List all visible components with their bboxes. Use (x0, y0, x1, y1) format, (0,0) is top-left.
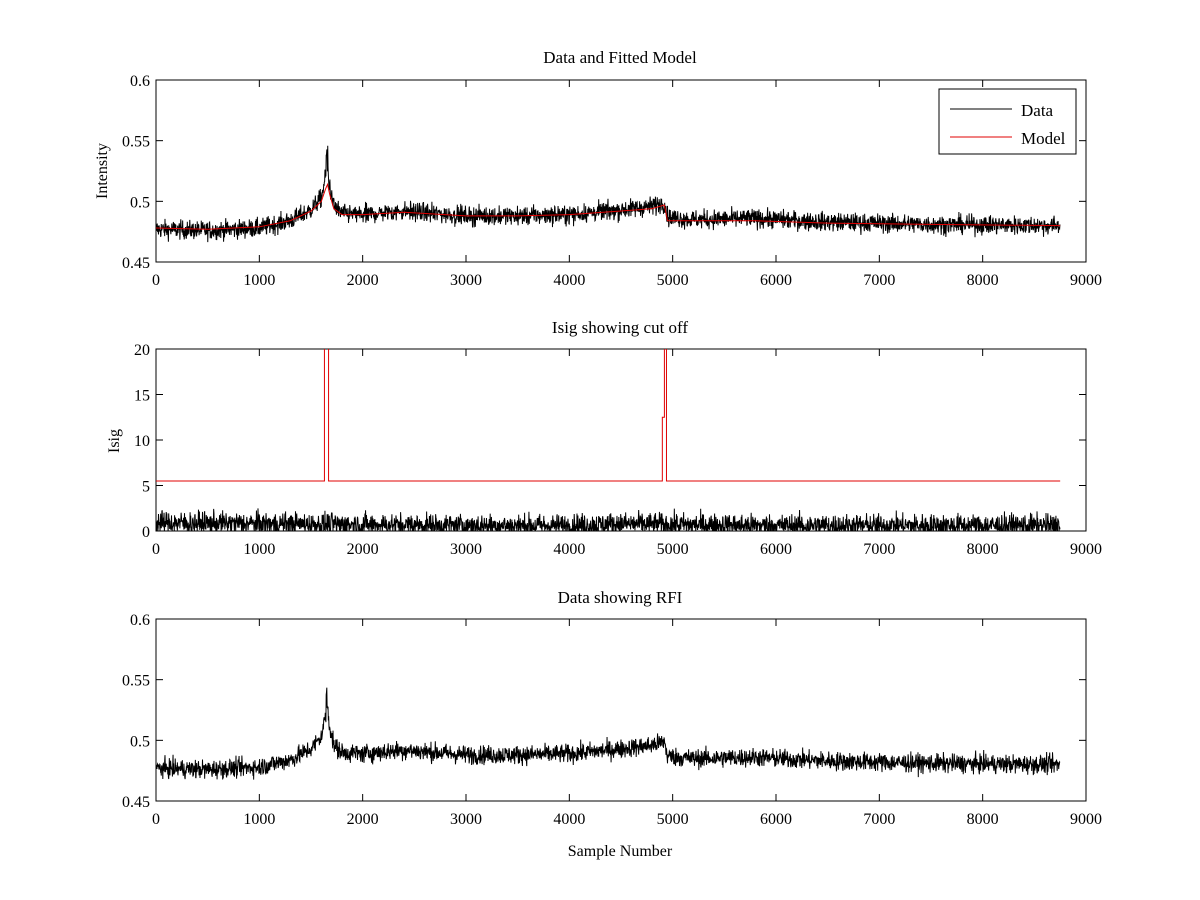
plot-area: 0 1000 2000 3000 4000 5000 6000 7000 8000 9000 0 5 1… (134, 342, 1102, 558)
series-line-series-0 (156, 687, 1061, 780)
series-line-series-1 (156, 349, 1061, 482)
x-tick-label: 4000 (553, 811, 585, 828)
x-tick-label: 8000 (967, 541, 999, 558)
x-tick-label: 3000 (450, 272, 482, 289)
y-tick-label: 20 (134, 342, 150, 359)
x-tick-label: 3000 (450, 811, 482, 828)
plot-area: 0 1000 2000 3000 4000 5000 6000 7000 8000 9000 0.4… (122, 73, 1102, 289)
legend-entry-data: Data (1021, 101, 1054, 120)
x-tick-label: 3000 (450, 541, 482, 558)
y-tick-label: 0.6 (130, 73, 150, 90)
panel-isig-showing-cut-off: Isig showing cut off Isig 0 1000 2000 3000 4… (106, 318, 1102, 558)
x-tick-label: 6000 (760, 272, 792, 289)
x-tick-label: 5000 (657, 811, 689, 828)
axes-box (155, 79, 1087, 263)
panel-title: Data showing RFI (558, 588, 683, 607)
x-tick-label: 5000 (657, 272, 689, 289)
x-tick-label: 0 (152, 541, 160, 558)
axes-box (155, 618, 1087, 802)
legend-box (938, 88, 1077, 155)
x-tick-label: 0 (152, 272, 160, 289)
x-tick-label: 9000 (1070, 272, 1102, 289)
panel-title: Isig showing cut off (552, 318, 688, 337)
x-tick-label: 4000 (553, 272, 585, 289)
y-tick-label: 0.45 (122, 255, 150, 272)
series-line-series-0 (156, 508, 1061, 531)
x-tick-label: 2000 (347, 272, 379, 289)
x-tick-label: 1000 (243, 541, 275, 558)
x-tick-label: 9000 (1070, 811, 1102, 828)
series-line-data (156, 145, 1061, 243)
y-tick-label: 0.45 (122, 794, 150, 811)
y-tick-label: 0.6 (130, 612, 150, 629)
y-tick-label: 10 (134, 433, 150, 450)
y-tick-label: 0 (142, 524, 150, 541)
panel-title: Data and Fitted Model (543, 48, 697, 67)
x-tick-label: 9000 (1070, 541, 1102, 558)
x-tick-label: 5000 (657, 541, 689, 558)
x-tick-label: 7000 (863, 541, 895, 558)
x-tick-label: 4000 (553, 541, 585, 558)
axes-box (155, 348, 1087, 532)
x-tick-label: 7000 (863, 811, 895, 828)
x-tick-label: 6000 (760, 541, 792, 558)
series-line-model (156, 182, 1061, 230)
legend: Data Model (938, 88, 1077, 155)
y-axis-label: Isig (106, 429, 123, 453)
x-tick-label: 2000 (347, 811, 379, 828)
panel-data-showing-rfi: Data showing RFI 0 1000 2000 3000 4000 5000 60… (122, 588, 1102, 860)
x-axis-label: Sample Number (568, 843, 673, 860)
y-tick-label: 5 (142, 479, 150, 496)
panel-data-and-fitted-model: Data and Fitted Model Intensity 0 1000 200… (94, 48, 1102, 289)
x-tick-label: 1000 (243, 272, 275, 289)
y-axis-label: Intensity (94, 143, 111, 199)
y-tick-label: 0.55 (122, 673, 150, 690)
plot-area: 0 1000 2000 3000 4000 5000 6000 7000 8000 9000 0.4… (122, 612, 1102, 828)
x-tick-label: 6000 (760, 811, 792, 828)
y-tick-label: 0.5 (130, 194, 150, 211)
x-tick-label: 1000 (243, 811, 275, 828)
x-tick-label: 2000 (347, 541, 379, 558)
x-tick-label: 8000 (967, 811, 999, 828)
legend-entry-model: Model (1021, 129, 1066, 148)
y-tick-label: 0.55 (122, 134, 150, 151)
x-tick-label: 0 (152, 811, 160, 828)
x-tick-label: 7000 (863, 272, 895, 289)
x-tick-label: 8000 (967, 272, 999, 289)
y-tick-label: 15 (134, 388, 150, 405)
y-tick-label: 0.5 (130, 733, 150, 750)
